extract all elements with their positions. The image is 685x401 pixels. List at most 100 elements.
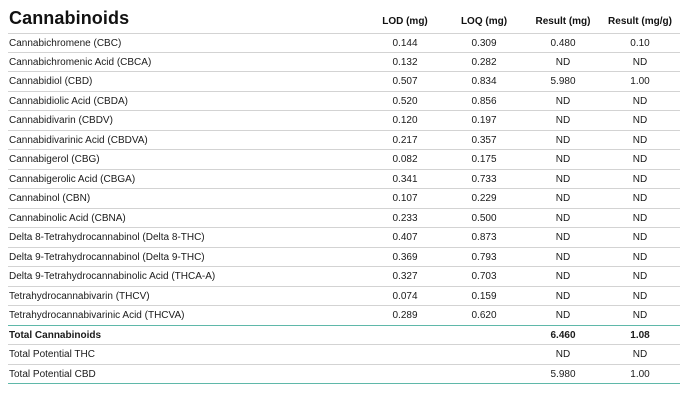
result-mg-per-g-value: ND	[632, 310, 648, 321]
loq-value: 0.834	[471, 76, 497, 87]
result-mg-per-g-value: ND	[632, 95, 648, 107]
analyte-name: Delta 8-Tetrahydrocannabinol (Delta 8-TH…	[9, 232, 205, 243]
total-result-mg: ND	[555, 349, 571, 360]
result-mg-value: ND	[555, 232, 571, 243]
table-row: Cannabigerolic Acid (CBGA) 0.341 0.733 N…	[8, 170, 680, 189]
column-header-result-mg-per-g: Result (mg/g)	[608, 16, 672, 27]
result-mg-per-g-value: ND	[632, 290, 648, 302]
lod-value: 0.369	[392, 251, 418, 263]
result-mg-per-g-value: ND	[632, 232, 648, 243]
column-header-result-mg: Result (mg)	[535, 16, 591, 27]
analyte-name: Delta 9-Tetrahydrocannabinol (Delta 9-TH…	[9, 251, 205, 263]
result-mg-value: ND	[555, 56, 571, 68]
table-row: Cannabidiol (CBD) 0.507 0.834 5.980 1.00	[8, 72, 680, 92]
loq-value: 0.733	[471, 173, 497, 185]
table-row: Cannabigerol (CBG) 0.082 0.175 ND ND	[8, 150, 680, 170]
total-name: Total Potential CBD	[9, 368, 96, 380]
result-mg-per-g-value: ND	[632, 115, 648, 126]
total-result-mg: 6.460	[550, 329, 576, 341]
result-mg-value: ND	[555, 95, 571, 107]
loq-value: 0.856	[471, 95, 497, 107]
result-mg-per-g-value: ND	[632, 154, 648, 165]
loq-value: 0.873	[471, 232, 497, 243]
result-mg-value: 5.980	[550, 76, 576, 87]
total-potential-thc-row: Total Potential THC ND ND	[8, 345, 680, 365]
table-header: Cannabinoids LOD (mg) LOQ (mg) Result (m…	[0, 0, 685, 33]
cannabinoid-table: Cannabichromene (CBC) 0.144 0.309 0.480 …	[8, 33, 680, 384]
lod-value: 0.074	[392, 290, 418, 302]
total-name: Total Cannabinoids	[9, 329, 102, 341]
loq-value: 0.282	[471, 56, 497, 68]
result-mg-value: ND	[555, 271, 571, 282]
table-row: Cannabidivarin (CBDV) 0.120 0.197 ND ND	[8, 111, 680, 131]
lod-value: 0.082	[392, 154, 418, 165]
table-row: Cannabinolic Acid (CBNA) 0.233 0.500 ND …	[8, 209, 680, 228]
table-row: Delta 8-Tetrahydrocannabinol (Delta 8-TH…	[8, 228, 680, 248]
loq-value: 0.175	[471, 154, 497, 165]
lod-value: 0.327	[392, 271, 418, 282]
lod-value: 0.407	[392, 232, 418, 243]
column-header-lod: LOD (mg)	[382, 16, 428, 27]
result-mg-value: ND	[555, 115, 571, 126]
total-result-mg-per-g: ND	[632, 349, 648, 360]
table-row: Tetrahydrocannabivarinic Acid (THCVA) 0.…	[8, 306, 680, 326]
lod-value: 0.233	[392, 212, 418, 224]
result-mg-value: 0.480	[550, 38, 576, 49]
lod-value: 0.507	[392, 76, 418, 87]
analyte-name: Delta 9-Tetrahydrocannabinolic Acid (THC…	[9, 271, 216, 282]
table-row: Cannabichromene (CBC) 0.144 0.309 0.480 …	[8, 33, 680, 53]
total-result-mg-per-g: 1.00	[630, 368, 650, 380]
result-mg-value: ND	[555, 290, 571, 302]
analyte-name: Cannabidiolic Acid (CBDA)	[9, 95, 128, 107]
table-row: Cannabichromenic Acid (CBCA) 0.132 0.282…	[8, 53, 680, 72]
result-mg-value: ND	[555, 310, 571, 321]
result-mg-value: ND	[555, 212, 571, 224]
analyte-name: Cannabidivarin (CBDV)	[9, 115, 113, 126]
table-row: Cannabinol (CBN) 0.107 0.229 ND ND	[8, 189, 680, 209]
result-mg-per-g-value: ND	[632, 251, 648, 263]
loq-value: 0.620	[471, 310, 497, 321]
lod-value: 0.107	[392, 193, 418, 204]
lod-value: 0.341	[392, 173, 418, 185]
table-row: Cannabidivarinic Acid (CBDVA) 0.217 0.35…	[8, 131, 680, 150]
result-mg-value: ND	[555, 154, 571, 165]
table-row: Delta 9-Tetrahydrocannabinol (Delta 9-TH…	[8, 248, 680, 267]
loq-value: 0.309	[471, 38, 497, 49]
total-potential-cbd-row: Total Potential CBD 5.980 1.00	[8, 365, 680, 384]
analyte-name: Cannabinolic Acid (CBNA)	[9, 212, 126, 224]
analyte-name: Tetrahydrocannabivarinic Acid (THCVA)	[9, 310, 185, 321]
total-cannabinoids-row: Total Cannabinoids 6.460 1.08	[8, 326, 680, 345]
table-row: Cannabidiolic Acid (CBDA) 0.520 0.856 ND…	[8, 92, 680, 111]
loq-value: 0.229	[471, 193, 497, 204]
loq-value: 0.357	[471, 134, 497, 146]
loq-value: 0.159	[471, 290, 497, 302]
table-row: Tetrahydrocannabivarin (THCV) 0.074 0.15…	[8, 287, 680, 306]
loq-value: 0.793	[471, 251, 497, 263]
total-name: Total Potential THC	[9, 349, 95, 360]
lod-value: 0.217	[392, 134, 418, 146]
result-mg-per-g-value: ND	[632, 271, 648, 282]
result-mg-per-g-value: ND	[632, 212, 648, 224]
lod-value: 0.520	[392, 95, 418, 107]
loq-value: 0.703	[471, 271, 497, 282]
lod-value: 0.120	[392, 115, 418, 126]
column-header-loq: LOQ (mg)	[460, 16, 508, 27]
result-mg-per-g-value: ND	[632, 193, 648, 204]
analyte-name: Tetrahydrocannabivarin (THCV)	[9, 290, 150, 302]
total-result-mg: 5.980	[550, 368, 576, 380]
total-result-mg-per-g: 1.08	[630, 329, 650, 341]
lod-value: 0.289	[392, 310, 418, 321]
analyte-name: Cannabidiol (CBD)	[9, 76, 93, 87]
result-mg-per-g-value: 0.10	[630, 38, 650, 49]
table-row: Delta 9-Tetrahydrocannabinolic Acid (THC…	[8, 267, 680, 287]
analyte-name: Cannabichromene (CBC)	[9, 38, 122, 49]
analyte-name: Cannabichromenic Acid (CBCA)	[9, 56, 152, 68]
loq-value: 0.197	[471, 115, 497, 126]
result-mg-per-g-value: 1.00	[630, 76, 650, 87]
result-mg-value: ND	[555, 193, 571, 204]
lod-value: 0.132	[392, 56, 418, 68]
analyte-name: Cannabigerol (CBG)	[9, 154, 100, 165]
result-mg-value: ND	[555, 134, 571, 146]
result-mg-value: ND	[555, 251, 571, 263]
